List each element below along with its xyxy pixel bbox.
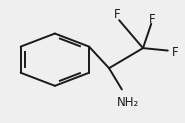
- Text: F: F: [172, 46, 179, 59]
- Text: NH₂: NH₂: [117, 96, 139, 109]
- Text: F: F: [114, 8, 121, 21]
- Text: F: F: [149, 13, 155, 26]
